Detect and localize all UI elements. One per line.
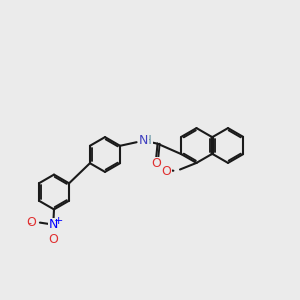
Text: H: H — [143, 134, 152, 148]
Text: O: O — [26, 216, 36, 229]
Text: O: O — [151, 157, 161, 170]
Text: +: + — [54, 216, 64, 226]
Text: N: N — [139, 134, 148, 148]
Text: N: N — [49, 218, 58, 232]
Text: -: - — [27, 218, 31, 228]
Text: O: O — [49, 233, 58, 246]
Text: O: O — [162, 165, 172, 178]
